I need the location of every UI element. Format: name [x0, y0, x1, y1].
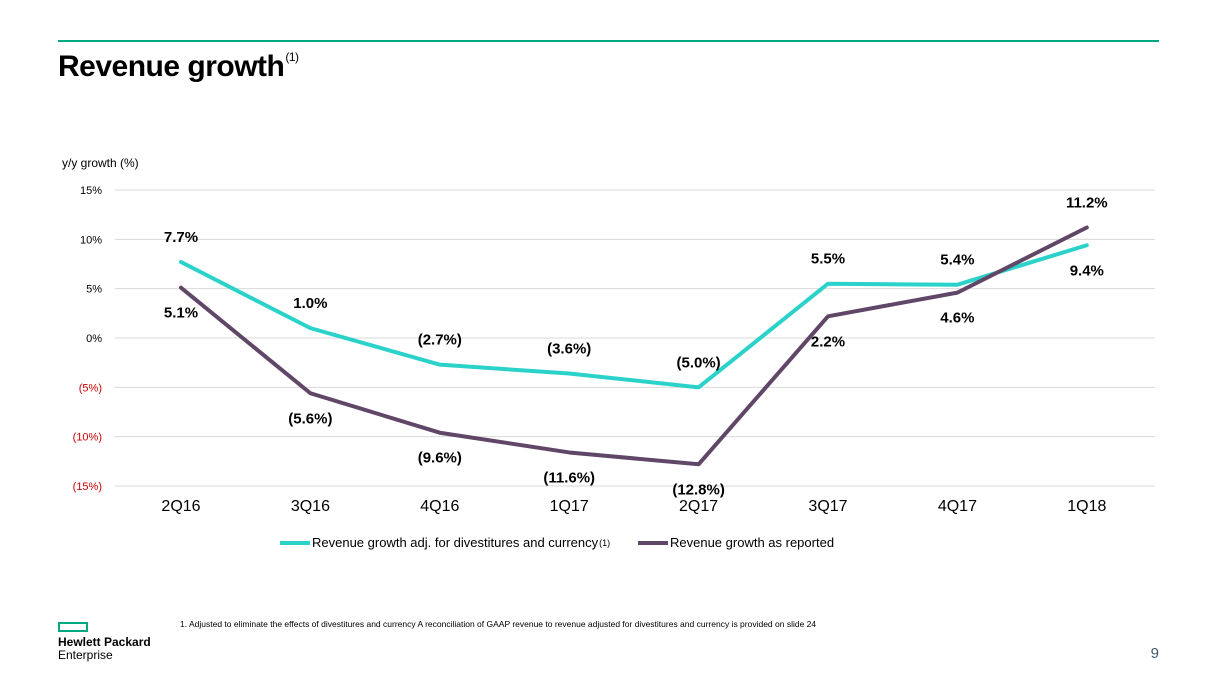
- data-label: (9.6%): [418, 450, 462, 467]
- page-title-text: Revenue growth: [58, 50, 285, 83]
- series-line-adjusted: [179, 243, 1089, 390]
- data-label: 5.5%: [811, 251, 845, 268]
- legend-swatch-reported: [638, 540, 668, 545]
- x-tick-label: 3Q17: [808, 498, 847, 515]
- legend-item-adjusted: Revenue growth adj. for divestitures and…: [280, 535, 610, 550]
- data-label: 1.0%: [293, 295, 327, 312]
- data-label: (3.6%): [547, 341, 591, 358]
- data-label: 2.2%: [811, 333, 845, 350]
- x-tick-label: 2Q17: [679, 498, 718, 515]
- y-tick-label: 0%: [86, 333, 102, 345]
- y-tick-label: 15%: [80, 185, 102, 197]
- data-label: (5.6%): [288, 410, 332, 427]
- logo-element-icon: [58, 622, 88, 632]
- legend-label-adjusted: Revenue growth adj. for divestitures and…: [312, 535, 599, 550]
- data-label: (5.0%): [677, 354, 721, 371]
- title-rule: [58, 40, 1159, 42]
- page-number: 9: [1150, 645, 1159, 662]
- legend-swatch-adjusted: [280, 540, 310, 545]
- y-tick-label: 5%: [86, 284, 102, 296]
- chart-legend: Revenue growth adj. for divestitures and…: [0, 535, 1217, 555]
- x-tick-label: 3Q16: [291, 498, 330, 515]
- y-tick-label: 10%: [80, 234, 102, 246]
- x-tick-label: 1Q18: [1067, 498, 1106, 515]
- y-tick-label: (15%): [73, 481, 102, 493]
- data-label: (2.7%): [418, 332, 462, 349]
- legend-label-reported: Revenue growth as reported: [670, 535, 835, 550]
- data-label: (11.6%): [543, 469, 595, 486]
- y-axis-label: y/y growth (%): [62, 156, 139, 170]
- footnote: 1. Adjusted to eliminate the effects of …: [180, 619, 817, 629]
- data-label: 11.2%: [1066, 194, 1108, 211]
- data-label: (12.8%): [672, 481, 725, 498]
- page-title: Revenue growth(1): [58, 50, 299, 84]
- data-label: 5.1%: [164, 305, 198, 322]
- logo-text-line1: Hewlett Packard: [58, 635, 151, 649]
- legend-item-reported: Revenue growth as reported: [638, 535, 834, 550]
- company-logo: Hewlett Packard Enterprise: [58, 622, 151, 662]
- x-tick-label: 4Q16: [420, 498, 459, 515]
- series-line-reported: [179, 225, 1089, 467]
- data-label: 5.4%: [940, 252, 974, 269]
- logo-text-line2: Enterprise: [58, 648, 113, 662]
- title-footnote-marker: (1): [285, 50, 299, 64]
- data-label: 4.6%: [940, 310, 974, 327]
- x-tick-label: 1Q17: [550, 498, 589, 515]
- y-tick-label: (10%): [73, 432, 102, 444]
- y-tick-label: (5%): [79, 382, 102, 394]
- x-tick-label: 4Q17: [938, 498, 977, 515]
- x-tick-label: 2Q16: [161, 498, 200, 515]
- data-label: 7.7%: [164, 229, 198, 246]
- legend-footnote-marker: (1): [599, 537, 611, 548]
- data-label: 9.4%: [1070, 262, 1104, 279]
